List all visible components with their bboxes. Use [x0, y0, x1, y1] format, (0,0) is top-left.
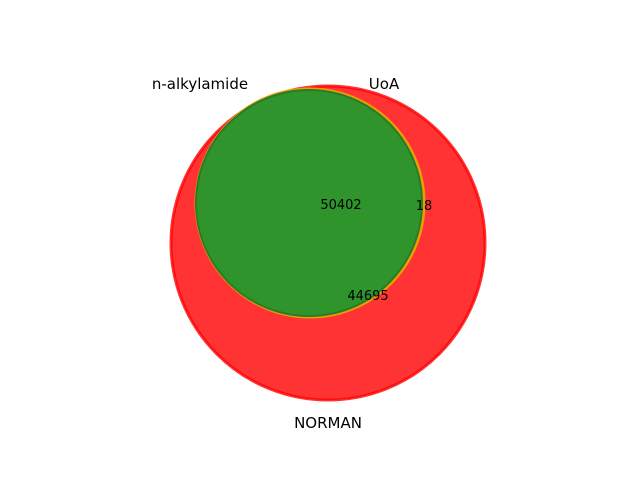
set-label-alkylamide: n-alkylamide	[152, 75, 248, 93]
region-count-uoa-norman: 18	[416, 199, 433, 214]
region-count-norman-subset: 44695	[347, 289, 388, 304]
set-circle-alkylamide	[196, 90, 422, 316]
set-label-uoa: UoA	[369, 75, 400, 93]
set-label-norman: NORMAN	[294, 414, 362, 432]
region-count-all-three: 50402	[320, 198, 361, 213]
